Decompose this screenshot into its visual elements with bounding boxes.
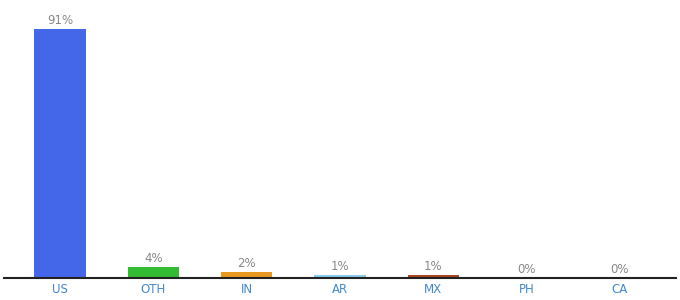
Text: 91%: 91% — [47, 14, 73, 27]
Text: 1%: 1% — [424, 260, 443, 273]
Text: 0%: 0% — [611, 263, 629, 276]
Bar — [128, 267, 179, 278]
Bar — [407, 275, 459, 278]
Text: 2%: 2% — [237, 257, 256, 270]
Text: 4%: 4% — [144, 252, 163, 265]
Bar — [221, 272, 273, 278]
Bar — [314, 275, 366, 278]
Bar — [35, 29, 86, 278]
Text: 1%: 1% — [330, 260, 350, 273]
Text: 0%: 0% — [517, 263, 536, 276]
